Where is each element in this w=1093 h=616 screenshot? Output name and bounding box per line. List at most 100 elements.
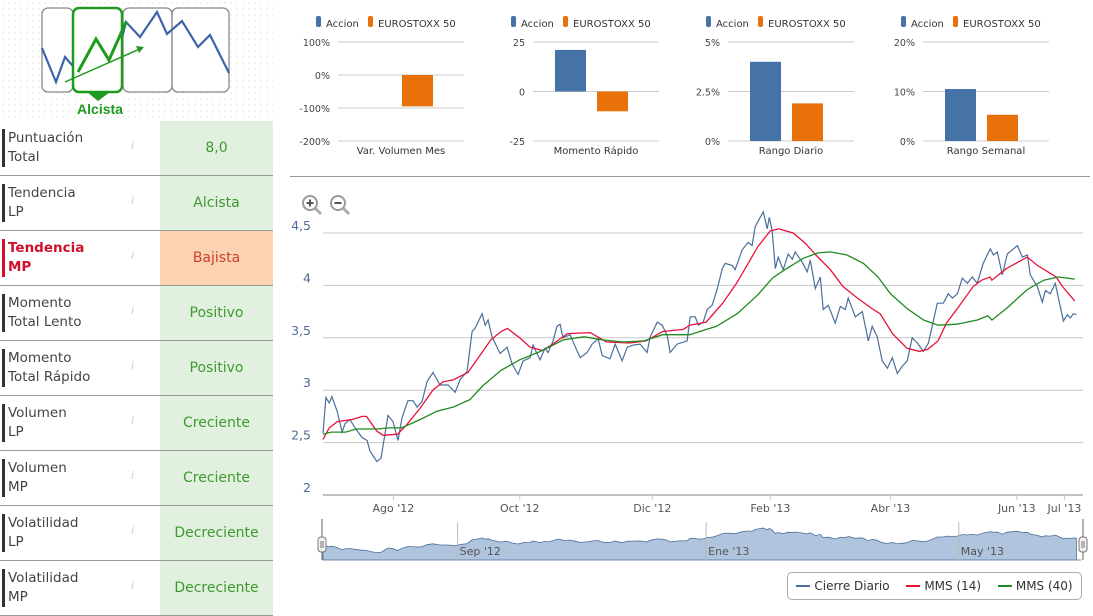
bar-eurostoxx[interactable] [792,103,823,141]
indicator-label: Volatilidad LP [8,515,79,550]
bar-accion[interactable] [555,49,586,92]
indicator-value: Creciente [160,451,273,505]
legend-marker-icon [316,16,321,27]
y-tick-label: 2,5 [291,428,311,443]
y-tick-label: 0 [519,88,525,99]
bar-eurostoxx[interactable] [987,114,1018,141]
indicator-label: Volumen MP [8,460,67,495]
y-tick-label: 3,5 [291,323,311,338]
indicator-value: 8,0 [160,121,273,175]
row-marker [2,129,5,167]
info-icon[interactable]: i [131,194,135,207]
legend-label[interactable]: Accion [911,19,944,30]
y-tick-label: 25 [513,38,525,49]
legend-label[interactable]: EUROSTOXX 50 [963,19,1041,30]
row-marker [2,184,5,222]
info-icon[interactable]: i [131,304,135,317]
zoom-out-button[interactable] [329,194,351,216]
zoom-out-icon [330,195,351,216]
legend-label[interactable]: EUROSTOXX 50 [573,19,651,30]
legend-marker-icon [511,16,516,27]
indicator-label: Volumen LP [8,405,67,440]
chart-title: Momento Rápido [554,145,639,157]
bar-accion[interactable] [750,61,781,141]
legend-item-mms40[interactable]: MMS (40) [997,579,1073,593]
bar-eurostoxx[interactable] [402,75,433,107]
row-marker [2,404,5,442]
y-tick-label: -200% [299,137,330,148]
row-marker [2,459,5,497]
legend-label[interactable]: Accion [716,19,749,30]
chart-title: Rango Diario [759,146,823,157]
legend-item-mms14[interactable]: MMS (14) [906,579,981,593]
mini-bar-chart: Accion EUROSTOXX 50 5% 2.5% 0% Rango Diario [696,16,854,157]
indicator-value: Bajista [160,231,273,285]
indicator-row: Tendencia LP i Alcista [0,176,273,231]
info-icon[interactable]: i [131,249,135,262]
navigator-handle-right[interactable] [1078,536,1088,553]
info-icon[interactable]: i [131,414,135,427]
y-tick-label: -25 [509,137,525,148]
divider [290,176,1090,177]
mms14-series-line[interactable] [322,228,1076,440]
legend-label[interactable]: EUROSTOXX 50 [768,19,846,30]
bar-accion[interactable] [945,89,976,141]
indicator-label: Momento Total Rápido [8,350,91,385]
row-marker [2,514,5,552]
indicator-row: Volatilidad LP i Decreciente [0,506,273,561]
y-tick-label: 4 [303,270,311,285]
navigator-area[interactable] [322,527,1081,561]
navigator-label: May '13 [961,545,1004,558]
info-icon[interactable]: i [131,469,135,482]
row-marker [2,349,5,387]
mms40-series-line[interactable] [322,251,1075,435]
y-tick-label: 2 [303,480,311,495]
indicator-label: Momento Total Lento [8,295,82,330]
chart-title: Var. Volumen Mes [357,146,445,157]
navigator-handle-left[interactable] [317,536,327,553]
x-tick-label: Abr '13 [871,502,911,515]
y-tick-label: 100% [303,38,330,49]
legend-item-close[interactable]: Cierre Diario [796,579,890,593]
chart-legend: Cierre Diario MMS (14) MMS (40) [787,572,1082,600]
row-marker [2,569,5,607]
legend-marker-icon [368,16,373,27]
mini-bar-chart: Accion EUROSTOXX 50 25 0 -25 Momento Rápido [509,16,659,157]
indicator-value: Creciente [160,396,273,450]
trend-logo: Alcista [0,0,273,121]
row-marker [2,239,5,277]
zoom-in-icon [302,195,323,216]
legend-line-icon [997,585,1012,587]
chart-title: Rango Semanal [947,146,1025,157]
legend-label[interactable]: EUROSTOXX 50 [378,19,456,30]
y-tick-label: 0% [705,137,720,148]
y-tick-label: 0% [900,137,915,148]
legend-label[interactable]: Accion [521,19,554,30]
legend-marker-icon [953,16,958,27]
indicator-row: Volumen LP i Creciente [0,396,273,451]
indicator-label: Volatilidad MP [8,570,79,605]
indicator-value: Positivo [160,341,273,395]
indicator-value: Positivo [160,286,273,340]
y-tick-label: 4,5 [291,218,311,233]
info-icon[interactable]: i [131,139,135,152]
y-tick-label: -100% [299,104,330,115]
legend-label[interactable]: Accion [326,19,359,30]
legend-marker-icon [758,16,763,27]
indicator-row: Tendencia MP i Bajista [0,231,273,286]
info-icon[interactable]: i [131,579,135,592]
close-series-line[interactable] [322,210,1077,463]
info-icon[interactable]: i [131,524,135,537]
bar-eurostoxx[interactable] [597,91,628,112]
legend-label: MMS (40) [1015,579,1073,593]
mini-bar-chart: Accion EUROSTOXX 50 100% 0% -100% -200% Var. V… [299,16,464,157]
legend-label: Cierre Diario [814,579,890,593]
indicator-label: Tendencia MP [8,240,85,275]
zoom-in-button[interactable] [301,194,323,216]
x-tick-label: Feb '13 [750,502,790,515]
mini-bar-chart: Accion EUROSTOXX 50 20% 10% 0% Rango Semanal [894,16,1049,157]
info-icon[interactable]: i [131,359,135,372]
indicator-row: Volumen MP i Creciente [0,451,273,506]
y-tick-label: 20% [894,38,915,49]
